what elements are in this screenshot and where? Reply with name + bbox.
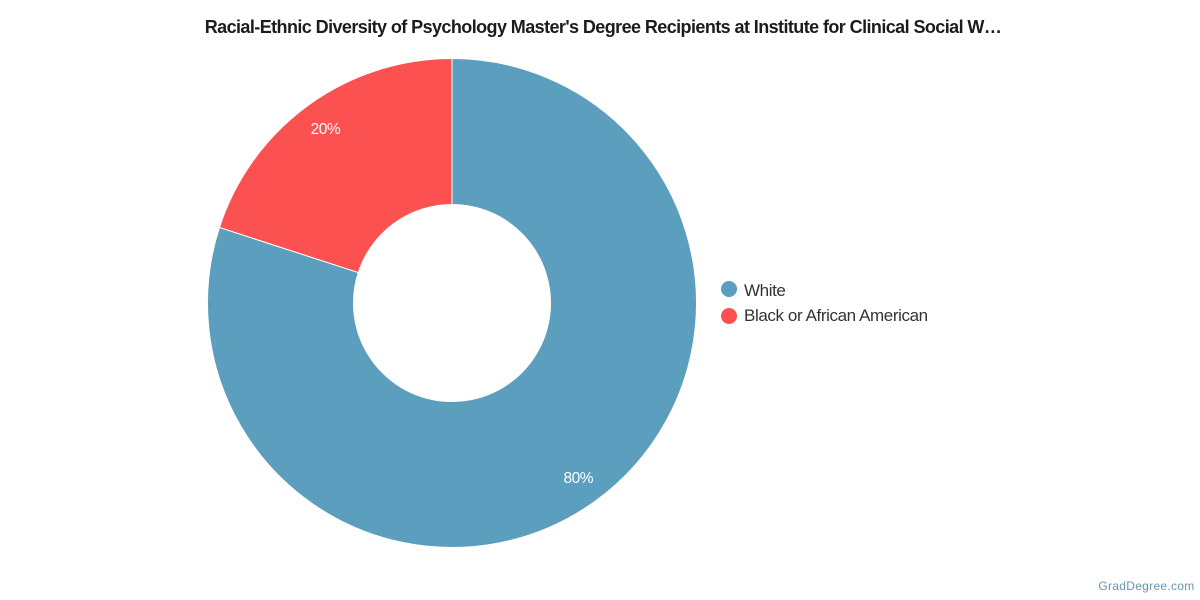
svg-text:80%: 80% bbox=[564, 470, 594, 487]
svg-text:20%: 20% bbox=[311, 121, 341, 138]
